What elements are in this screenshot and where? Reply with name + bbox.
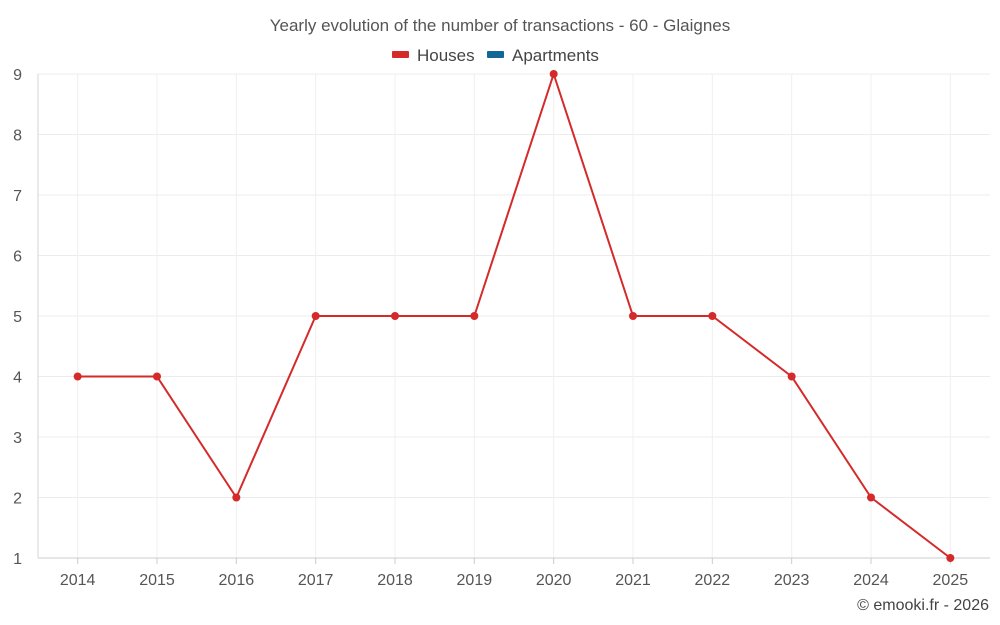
- data-point-houses[interactable]: [946, 554, 955, 562]
- y-tick-label: 6: [13, 249, 22, 266]
- legend-label-houses[interactable]: Houses: [417, 46, 475, 65]
- data-point-houses[interactable]: [867, 493, 875, 502]
- y-tick-label: 9: [13, 67, 22, 84]
- x-tick-label: 2020: [536, 572, 572, 589]
- data-point-houses[interactable]: [153, 372, 161, 381]
- y-tick-label: 8: [13, 128, 22, 145]
- y-tick-label: 4: [13, 370, 22, 387]
- x-tick-label: 2023: [774, 572, 810, 589]
- legend-swatch-apartments[interactable]: [487, 51, 504, 58]
- x-tick-label: 2017: [298, 572, 334, 589]
- legend-label-apartments[interactable]: Apartments: [512, 46, 599, 65]
- x-tick-label: 2021: [615, 572, 651, 589]
- y-tick-label: 5: [13, 309, 22, 326]
- data-point-houses[interactable]: [73, 372, 82, 381]
- y-axis-ticks: 1 2 3 4 5 6 7 8 9: [13, 67, 22, 568]
- x-tick-label: 2016: [219, 572, 255, 589]
- data-point-houses[interactable]: [549, 70, 558, 78]
- chart-title: Yearly evolution of the number of transa…: [270, 16, 731, 35]
- x-axis-ticks: 2014 2015 2016 2017 2018 2019 2020 2021 2022 2023…: [60, 558, 968, 589]
- data-point-houses[interactable]: [708, 312, 717, 320]
- x-tick-label: 2018: [377, 572, 413, 589]
- credit-text: © emooki.fr - 2026: [857, 597, 989, 614]
- y-tick-label: 7: [13, 188, 22, 205]
- x-tick-label: 2019: [457, 572, 493, 589]
- x-tick-label: 2022: [695, 572, 731, 589]
- x-tick-label: 2024: [853, 572, 889, 589]
- x-tick-label: 2025: [933, 572, 969, 589]
- data-point-houses[interactable]: [232, 493, 241, 502]
- y-tick-label: 2: [13, 491, 22, 508]
- legend-swatch-houses[interactable]: [392, 51, 409, 58]
- legend: Houses Apartments: [392, 46, 599, 65]
- y-tick-label: 1: [13, 551, 22, 568]
- data-point-houses[interactable]: [787, 372, 796, 381]
- x-tick-label: 2014: [60, 572, 96, 589]
- series-line-houses: [77, 73, 951, 559]
- series-layer: [73, 70, 955, 562]
- x-tick-label: 2015: [139, 572, 175, 589]
- grid-lines: [38, 73, 990, 558]
- y-tick-label: 3: [13, 430, 22, 447]
- data-point-houses[interactable]: [311, 312, 320, 320]
- axes: [37, 74, 990, 559]
- data-point-houses[interactable]: [470, 312, 479, 320]
- data-point-houses[interactable]: [629, 312, 637, 320]
- data-point-houses[interactable]: [391, 312, 399, 320]
